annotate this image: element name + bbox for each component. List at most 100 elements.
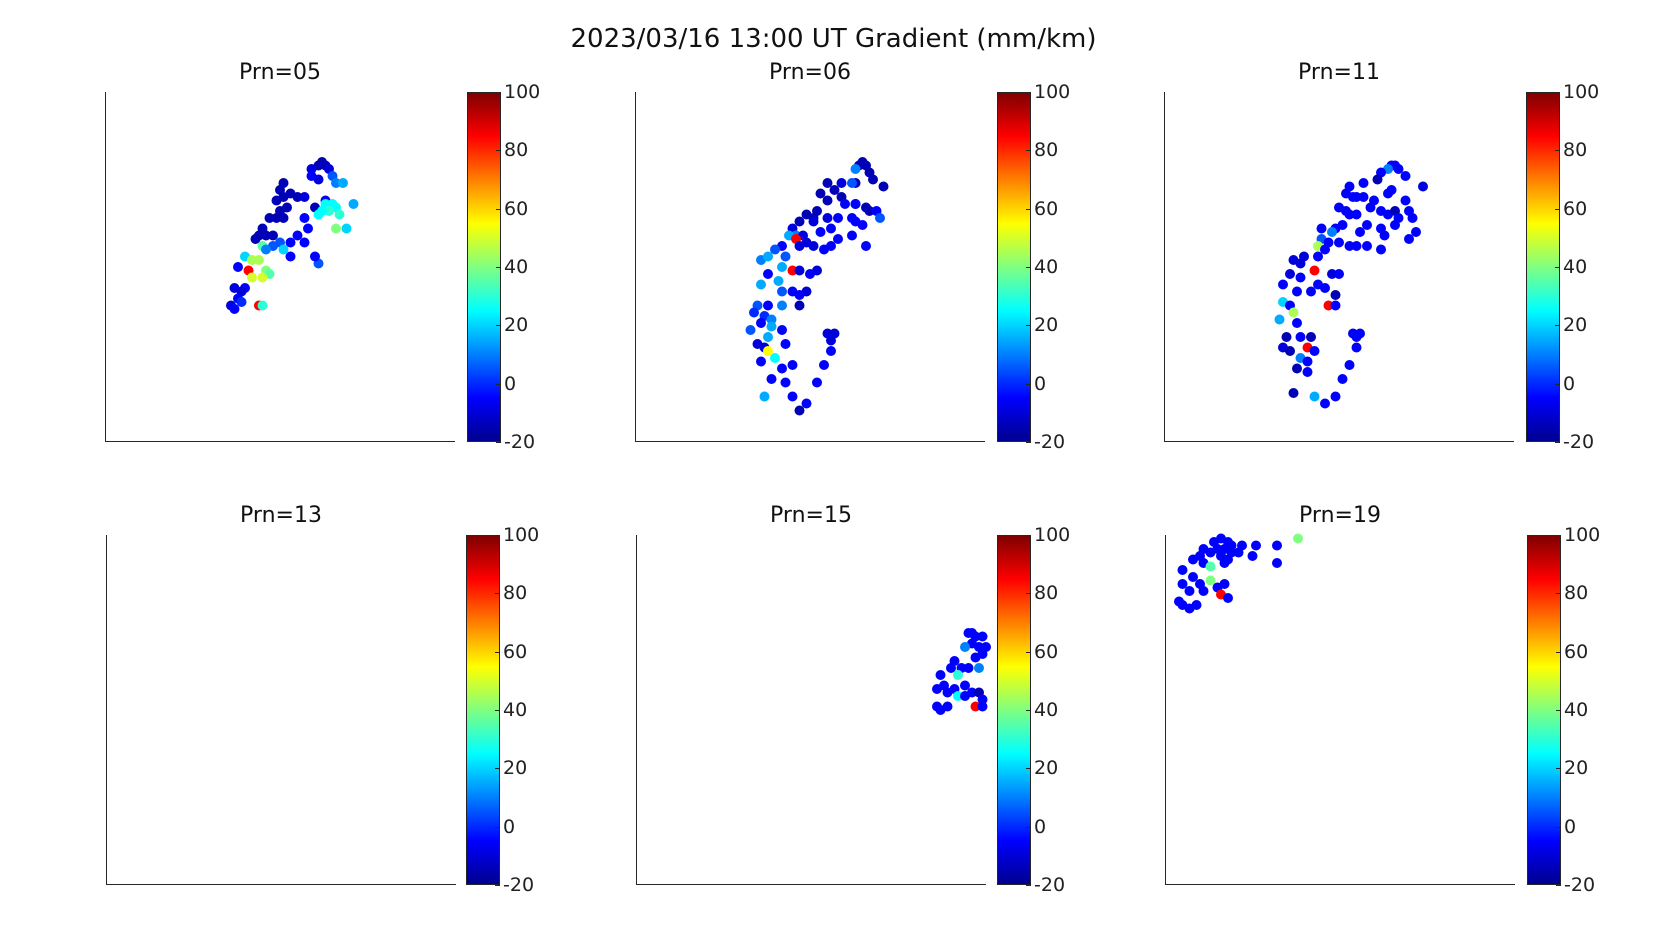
colorbar-tick-mark xyxy=(1555,442,1560,443)
colorbar-tick-label: 80 xyxy=(1564,582,1589,605)
station-point xyxy=(1411,227,1421,237)
station-point xyxy=(306,171,317,181)
colorbar-tick-label: 60 xyxy=(1034,197,1059,220)
station-point xyxy=(850,199,861,209)
station-point xyxy=(829,328,840,339)
colorbar-tick-label: 80 xyxy=(1034,139,1059,162)
station-point xyxy=(1281,332,1292,342)
station-point xyxy=(822,213,833,223)
station-point xyxy=(1400,195,1411,206)
plot-axes xyxy=(635,92,985,442)
station-point xyxy=(1323,300,1334,311)
station-point xyxy=(826,223,836,234)
station-point xyxy=(840,199,850,209)
station-point xyxy=(1292,318,1302,328)
scatter-plot xyxy=(226,157,359,314)
station-point xyxy=(1306,286,1316,297)
station-point xyxy=(1274,314,1285,325)
station-point xyxy=(1337,374,1348,384)
colorbar-tick-label: 60 xyxy=(503,640,528,663)
station-point xyxy=(299,213,310,223)
colorbar-tick-mark xyxy=(1556,885,1561,886)
colorbar-tick-label: 20 xyxy=(1564,757,1589,780)
colorbar-tick-mark xyxy=(496,208,501,210)
subplot-panel: Prn=11 100 80 60 40 20 0 -20 xyxy=(1164,60,1606,452)
colorbar-tick-label: 40 xyxy=(1563,256,1588,278)
station-point xyxy=(247,272,257,283)
station-point xyxy=(1251,540,1261,551)
station-point xyxy=(812,377,822,388)
station-point xyxy=(942,701,953,712)
station-point xyxy=(833,213,843,223)
station-point xyxy=(864,206,875,216)
station-point xyxy=(229,304,240,314)
station-point xyxy=(1330,300,1341,311)
station-point xyxy=(974,663,984,673)
station-point xyxy=(1358,192,1369,202)
colorbar-tick-mark xyxy=(1555,325,1560,327)
colorbar-tick-mark xyxy=(1556,710,1561,711)
station-point xyxy=(1219,579,1230,589)
colorbar-tick-label: -20 xyxy=(504,431,536,453)
colorbar-tick-label: -20 xyxy=(1034,874,1066,896)
station-point xyxy=(1407,213,1418,223)
station-point xyxy=(1313,251,1323,262)
plot-axes xyxy=(106,535,456,885)
colorbar-tick-mark xyxy=(1026,92,1031,93)
station-point xyxy=(1351,209,1362,220)
colorbar-tick-mark xyxy=(1026,383,1031,385)
station-point xyxy=(977,631,988,642)
station-point xyxy=(1191,600,1202,610)
colorbar-tick-mark xyxy=(1556,768,1561,770)
subplot-title: Prn=15 xyxy=(770,503,852,528)
station-point xyxy=(836,178,847,188)
station-point xyxy=(960,691,970,701)
subplot-title: Prn=19 xyxy=(1299,503,1381,528)
colorbar-tick-label: 100 xyxy=(503,524,540,546)
station-point xyxy=(1330,391,1341,402)
station-point xyxy=(756,279,766,290)
subplot-panel: Prn=06 100 80 60 40 20 0 -20 xyxy=(635,60,1077,452)
station-point xyxy=(1358,178,1369,188)
station-point xyxy=(341,223,352,234)
station-point xyxy=(963,663,974,673)
station-point xyxy=(1351,241,1362,251)
station-point xyxy=(1320,398,1330,409)
station-point xyxy=(763,300,773,311)
subplot-title: Prn=06 xyxy=(769,60,851,85)
station-point xyxy=(306,164,317,174)
station-point xyxy=(977,694,988,705)
station-point xyxy=(1188,554,1198,565)
station-point xyxy=(826,241,836,251)
colorbar-tick-mark xyxy=(496,325,501,327)
station-point xyxy=(932,684,942,694)
colorbar-tick-mark xyxy=(1556,651,1561,653)
colorbar-tick-label: 80 xyxy=(504,139,529,162)
colorbar-tick-mark xyxy=(496,383,501,385)
station-point xyxy=(292,192,303,202)
station-point xyxy=(1351,342,1362,353)
station-point xyxy=(1341,206,1351,216)
station-point xyxy=(250,234,261,244)
station-point xyxy=(257,300,268,311)
station-point xyxy=(292,230,303,241)
colorbar-tick-mark xyxy=(495,651,500,653)
station-point xyxy=(247,255,257,265)
station-point xyxy=(1362,220,1372,230)
station-point xyxy=(773,276,784,286)
station-point xyxy=(794,300,805,311)
station-point xyxy=(794,265,805,276)
colorbar-tick-label: 80 xyxy=(503,582,528,605)
station-point xyxy=(953,691,963,701)
subplot-title: Prn=11 xyxy=(1298,60,1380,85)
subplot-panel: Prn=05 100 80 60 40 20 0 -20 xyxy=(105,60,547,453)
station-point xyxy=(1351,192,1362,202)
colorbar-tick-label: 40 xyxy=(503,699,528,721)
colorbar-tick-label: 20 xyxy=(1034,757,1059,780)
station-point xyxy=(780,251,791,262)
station-point xyxy=(285,251,296,262)
station-point xyxy=(331,178,341,188)
station-point xyxy=(1285,346,1295,356)
station-point xyxy=(271,213,282,223)
colorbar-tick-mark xyxy=(1026,826,1031,828)
